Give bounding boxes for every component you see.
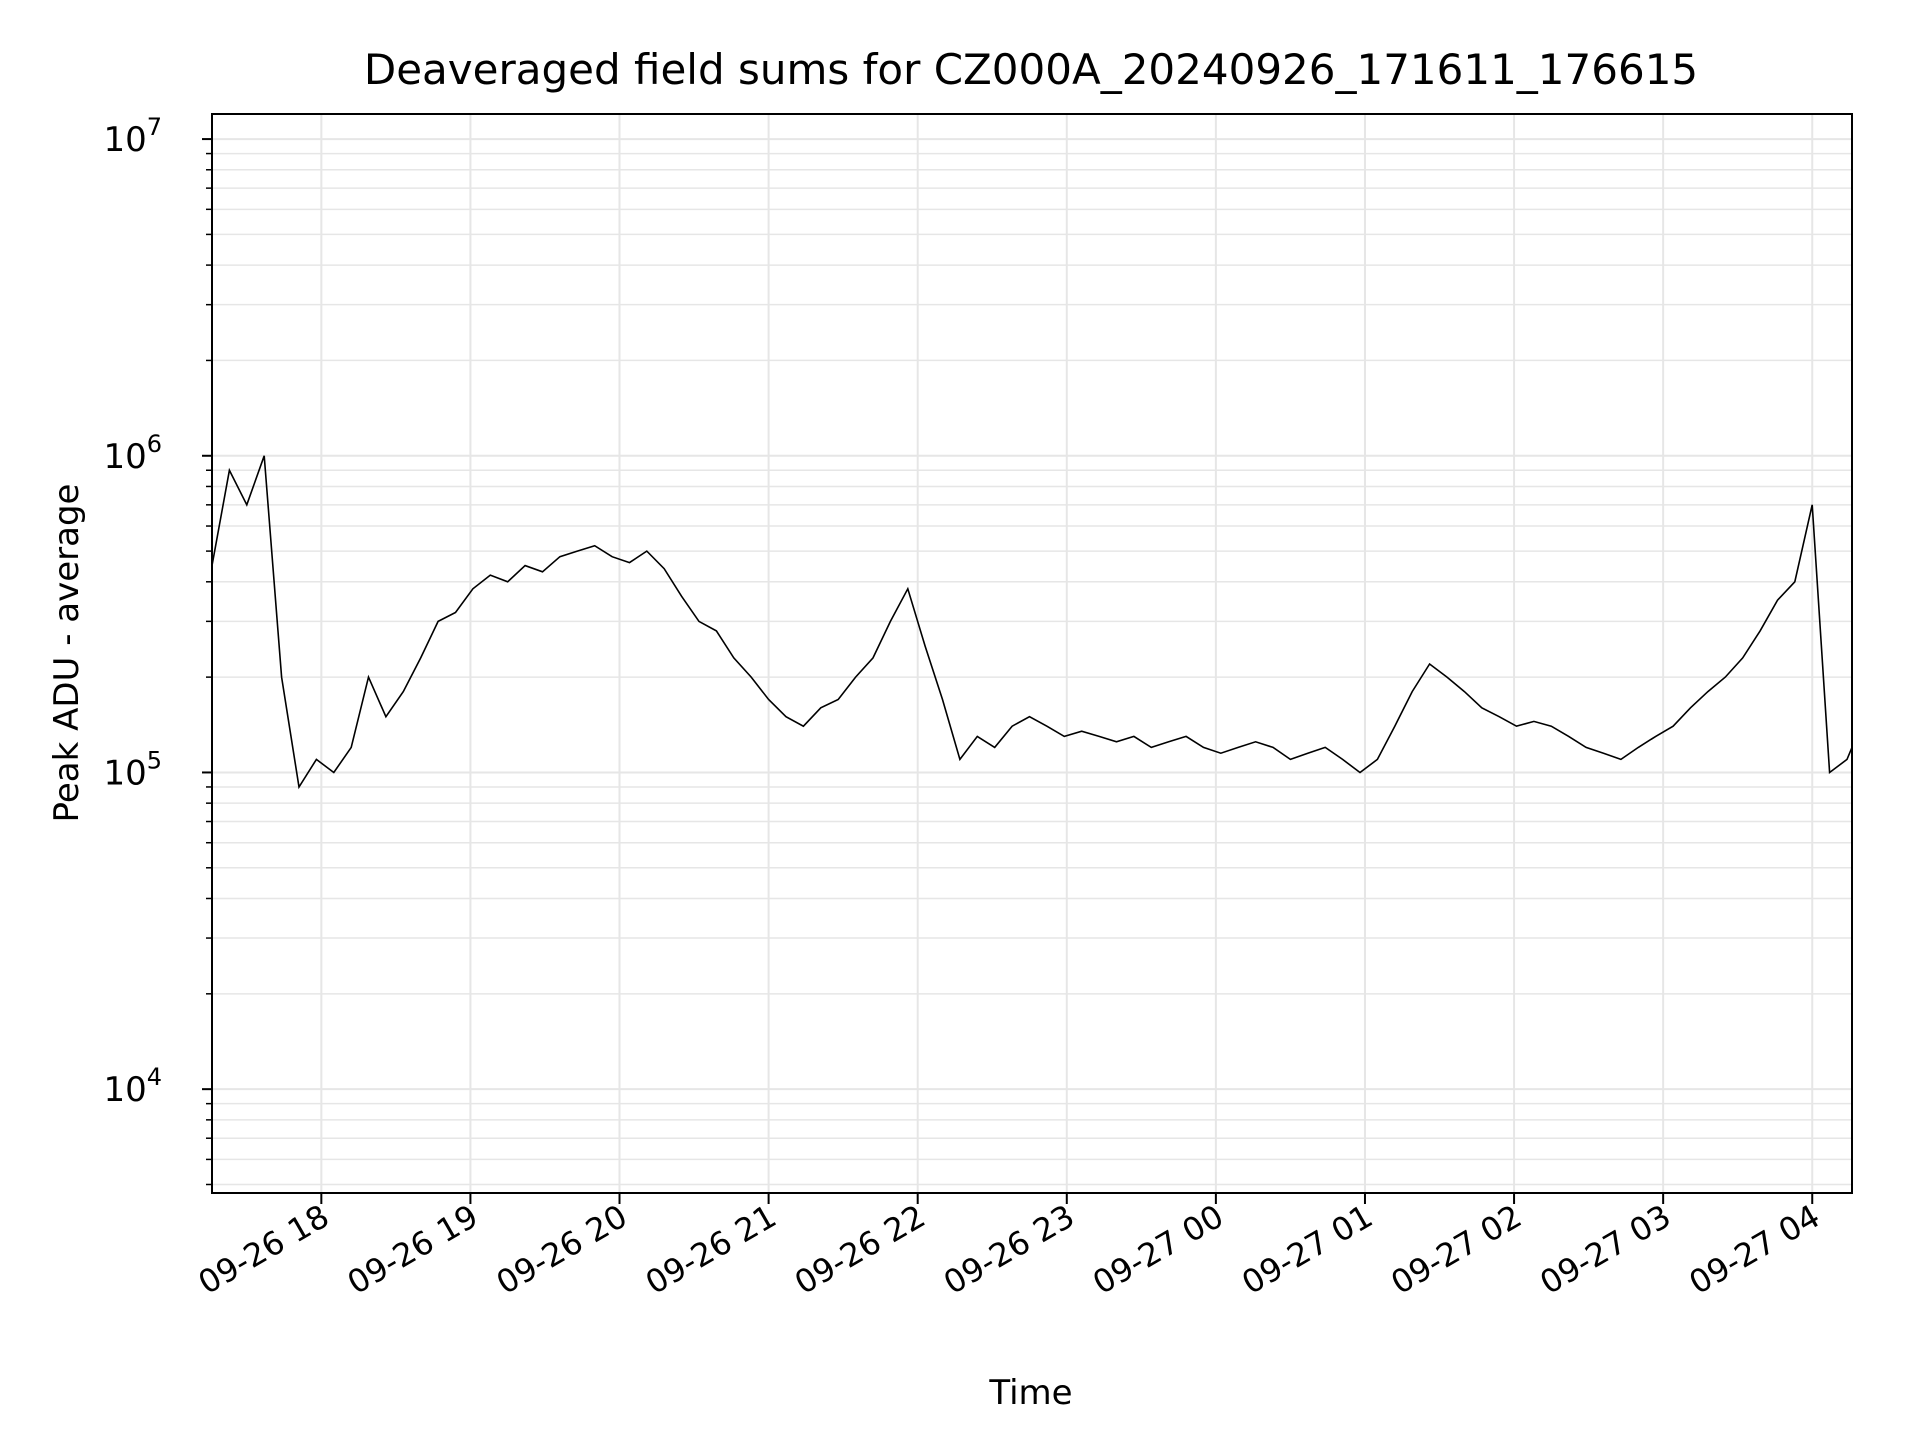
y-tick-label-exponent: 6 [147, 430, 162, 458]
chart-title: Deaveraged field sums for CZ000A_2024092… [364, 45, 1698, 94]
y-tick-label: 104 [103, 1063, 162, 1110]
plot-frame [211, 113, 1853, 1194]
y-axis-label: Peak ADU - average [47, 484, 87, 823]
y-tick-label-exponent: 5 [147, 746, 162, 774]
y-tick-label-base: 10 [103, 1070, 146, 1110]
y-tick-label: 107 [103, 113, 162, 160]
grid-lines [212, 114, 1852, 1193]
plot-area [212, 114, 1852, 1193]
series-line [211, 455, 1853, 790]
y-tick-label: 105 [103, 746, 162, 793]
y-tick-label-base: 10 [103, 437, 146, 477]
series-layer [211, 455, 1853, 790]
y-tick-label-exponent: 7 [147, 113, 162, 141]
x-axis-label: Time [988, 1373, 1072, 1413]
y-tick-label-base: 10 [103, 120, 146, 160]
y-tick-label-base: 10 [103, 753, 146, 793]
y-tick-label-exponent: 4 [147, 1063, 162, 1091]
y-tick-label: 106 [103, 430, 162, 477]
